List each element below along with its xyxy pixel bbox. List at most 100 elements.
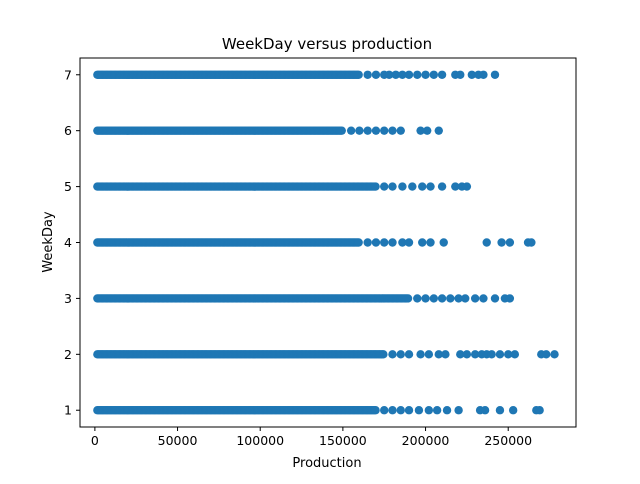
data-point <box>379 350 388 359</box>
points-layer <box>93 70 559 415</box>
data-point <box>363 238 372 247</box>
data-point <box>527 238 536 247</box>
data-point <box>418 238 427 247</box>
data-point <box>462 350 472 359</box>
data-point <box>408 182 417 191</box>
data-point <box>404 70 414 79</box>
data-point <box>418 182 427 191</box>
data-point <box>550 350 559 359</box>
data-point <box>398 238 407 247</box>
x-tick-label: 250000 <box>484 433 532 448</box>
data-point <box>421 294 430 303</box>
x-axis: 0 50000 100000 150000 200000 250000 <box>91 427 532 448</box>
x-tick-label: 50000 <box>158 433 198 448</box>
data-point <box>421 70 430 79</box>
data-point <box>396 126 405 135</box>
data-point <box>470 294 480 303</box>
data-point <box>441 350 450 359</box>
data-point <box>504 350 513 359</box>
x-tick-label: 200000 <box>402 433 450 448</box>
data-point <box>480 406 490 415</box>
data-point <box>354 70 363 79</box>
y-tick-label: 7 <box>64 67 72 82</box>
data-point <box>363 70 372 79</box>
data-point <box>371 70 381 79</box>
data-point <box>424 350 434 359</box>
data-point <box>337 126 346 135</box>
y-tick-label: 1 <box>64 403 72 418</box>
data-point <box>424 406 434 415</box>
data-point <box>508 406 518 415</box>
data-point <box>403 294 413 303</box>
x-tick-label: 100000 <box>236 433 284 448</box>
data-point <box>451 182 460 191</box>
data-point <box>437 294 447 303</box>
data-point <box>467 70 477 79</box>
data-point <box>505 238 515 247</box>
data-point <box>505 294 515 303</box>
data-point <box>391 70 400 79</box>
data-point <box>490 294 500 303</box>
x-tick-label: 0 <box>91 433 99 448</box>
data-point <box>371 238 381 247</box>
data-point <box>432 406 442 415</box>
data-point <box>470 350 480 359</box>
data-point <box>354 238 363 247</box>
data-point <box>437 182 447 191</box>
data-point <box>388 350 397 359</box>
data-point <box>363 126 372 135</box>
y-tick-label: 6 <box>64 123 72 138</box>
data-point <box>454 406 463 415</box>
data-point <box>423 126 432 135</box>
y-axis-label: WeekDay <box>41 211 56 273</box>
data-point <box>542 350 551 359</box>
data-point <box>490 70 500 79</box>
data-point <box>388 182 397 191</box>
data-point <box>446 294 455 303</box>
data-point <box>398 70 407 79</box>
y-tick-label: 5 <box>64 179 72 194</box>
data-point <box>384 70 394 79</box>
data-point <box>429 294 439 303</box>
data-point <box>497 238 506 247</box>
data-point <box>482 238 491 247</box>
data-point <box>404 406 414 415</box>
data-point <box>461 294 470 303</box>
data-point <box>355 126 364 135</box>
y-tick-label: 4 <box>64 235 72 250</box>
data-point <box>388 406 397 415</box>
data-point <box>510 350 520 359</box>
chart-title: WeekDay versus production <box>222 35 432 53</box>
data-point <box>429 70 439 79</box>
data-point <box>434 350 443 359</box>
data-point <box>413 294 422 303</box>
y-tick-label: 3 <box>64 291 72 306</box>
data-point <box>442 406 452 415</box>
data-point <box>413 70 422 79</box>
data-point <box>434 126 443 135</box>
data-point <box>396 406 405 415</box>
data-point <box>426 182 435 191</box>
data-point <box>371 182 380 191</box>
data-point <box>404 350 414 359</box>
data-point <box>371 406 380 415</box>
data-point <box>380 406 389 415</box>
data-point <box>380 238 389 247</box>
data-point <box>462 182 472 191</box>
data-point <box>479 294 488 303</box>
x-tick-label: 150000 <box>319 433 367 448</box>
data-point <box>404 238 414 247</box>
data-point <box>456 350 465 359</box>
data-point <box>439 238 448 247</box>
data-point <box>416 350 425 359</box>
x-axis-label: Production <box>292 456 361 471</box>
data-point <box>398 182 407 191</box>
data-point <box>454 294 463 303</box>
data-point <box>479 70 488 79</box>
data-point <box>396 350 405 359</box>
data-point <box>487 350 496 359</box>
data-point <box>437 70 447 79</box>
data-point <box>495 350 505 359</box>
